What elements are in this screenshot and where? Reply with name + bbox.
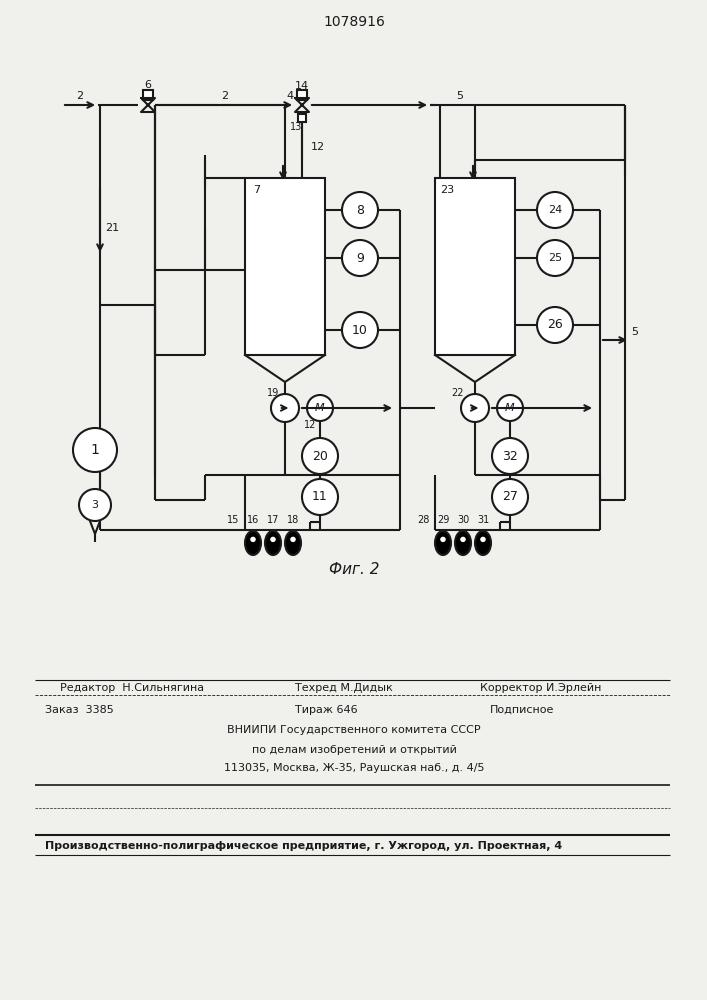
Circle shape [271, 394, 299, 422]
Ellipse shape [250, 537, 256, 542]
Ellipse shape [475, 531, 491, 555]
Bar [435, 178, 515, 355]
Text: Тираж 646: Тираж 646 [295, 705, 358, 715]
Bar [297, 90, 307, 100]
Text: 23: 23 [440, 185, 454, 195]
Circle shape [342, 240, 378, 276]
Ellipse shape [270, 537, 276, 542]
Text: 1: 1 [90, 443, 100, 457]
Ellipse shape [290, 537, 296, 542]
Ellipse shape [245, 531, 261, 555]
Circle shape [79, 489, 111, 521]
Text: 1078916: 1078916 [323, 15, 385, 29]
Circle shape [537, 240, 573, 276]
Text: Техред М.Дидык: Техред М.Дидык [295, 683, 393, 693]
Text: 26: 26 [547, 318, 563, 332]
Text: 32: 32 [502, 450, 518, 462]
Ellipse shape [480, 537, 486, 542]
Text: ВНИИПИ Государственного комитета СССР: ВНИИПИ Государственного комитета СССР [227, 725, 481, 735]
Text: 4: 4 [286, 91, 293, 101]
Text: 6: 6 [144, 80, 151, 90]
Text: Производственно-полиграфическое предприятие, г. Ужгород, ул. Проектная, 4: Производственно-полиграфическое предприя… [45, 841, 562, 851]
Text: 30: 30 [457, 515, 469, 525]
Circle shape [461, 394, 489, 422]
Text: 28: 28 [417, 515, 429, 525]
Ellipse shape [440, 537, 446, 542]
Text: M: M [506, 403, 515, 413]
Ellipse shape [265, 531, 281, 555]
Circle shape [537, 192, 573, 228]
Text: 10: 10 [352, 324, 368, 336]
Text: 19: 19 [267, 388, 279, 398]
Text: 29: 29 [437, 515, 449, 525]
Text: 31: 31 [477, 515, 489, 525]
Text: 11: 11 [312, 490, 328, 504]
Text: 2: 2 [76, 91, 83, 101]
Text: 3: 3 [91, 500, 98, 510]
Text: 15: 15 [227, 515, 239, 525]
Bar [245, 178, 325, 355]
Text: Подписное: Подписное [490, 705, 554, 715]
Text: Корректор И.Эрлейн: Корректор И.Эрлейн [480, 683, 602, 693]
Text: 22: 22 [451, 388, 463, 398]
Text: 16: 16 [247, 515, 259, 525]
Text: 8: 8 [356, 204, 364, 217]
Text: 2: 2 [221, 91, 228, 101]
Text: 5: 5 [631, 327, 638, 337]
Text: по делам изобретений и открытий: по делам изобретений и открытий [252, 745, 457, 755]
Circle shape [342, 312, 378, 348]
Circle shape [302, 438, 338, 474]
Text: Фиг. 2: Фиг. 2 [329, 562, 379, 578]
Text: 7: 7 [253, 185, 261, 195]
Text: Заказ  3385: Заказ 3385 [45, 705, 114, 715]
Text: M: M [315, 403, 325, 413]
Circle shape [492, 479, 528, 515]
Ellipse shape [455, 531, 471, 555]
Bar [143, 90, 153, 100]
Text: 12: 12 [304, 420, 316, 430]
Text: 9: 9 [356, 251, 364, 264]
Circle shape [73, 428, 117, 472]
Text: 24: 24 [548, 205, 562, 215]
Circle shape [302, 479, 338, 515]
Circle shape [492, 438, 528, 474]
Text: Редактор  Н.Сильнягина: Редактор Н.Сильнягина [60, 683, 204, 693]
Text: 21: 21 [105, 223, 119, 233]
Circle shape [342, 192, 378, 228]
Text: 18: 18 [287, 515, 299, 525]
Text: 113035, Москва, Ж-35, Раушская наб., д. 4/5: 113035, Москва, Ж-35, Раушская наб., д. … [223, 763, 484, 773]
Text: 17: 17 [267, 515, 279, 525]
Text: 27: 27 [502, 490, 518, 504]
Ellipse shape [435, 531, 451, 555]
Circle shape [497, 395, 523, 421]
Bar [298, 114, 306, 122]
Circle shape [537, 307, 573, 343]
Text: 12: 12 [311, 142, 325, 152]
Text: 25: 25 [548, 253, 562, 263]
Circle shape [307, 395, 333, 421]
Text: 13: 13 [290, 122, 302, 132]
Text: 20: 20 [312, 450, 328, 462]
Text: 14: 14 [295, 81, 309, 91]
Text: 5: 5 [457, 91, 464, 101]
Ellipse shape [285, 531, 301, 555]
Ellipse shape [460, 537, 466, 542]
